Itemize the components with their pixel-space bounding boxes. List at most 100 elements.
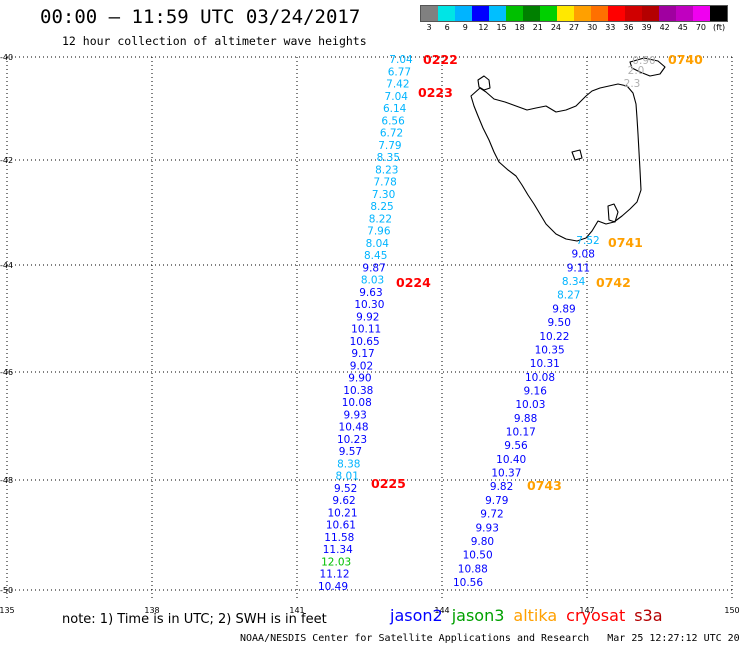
king-island (477, 75, 491, 91)
wave-height-values: 7.046.777.427.046.146.566.727.798.358.23… (318, 54, 656, 593)
tasmania-outline (470, 83, 642, 242)
color-swatch (642, 6, 659, 21)
wave-height-value: 9.62 (332, 495, 355, 507)
wave-height-value: 8.45 (364, 250, 387, 262)
wave-height-value: 10.22 (539, 331, 569, 343)
wave-height-value: 10.23 (337, 434, 367, 446)
wave-height-value: 12.03 (321, 556, 351, 568)
wave-height-value: 9.50 (548, 317, 571, 329)
wave-height-value: 7.78 (373, 177, 396, 189)
pass-time-labels: 0222 0223 0224 0225 0740 0741 0742 0743 (371, 52, 703, 493)
longitude-label: 138 (144, 606, 159, 615)
satellite-legend: jason2 jason3 altika cryosat s3a (390, 606, 672, 625)
wave-height-value: 9.08 (572, 249, 595, 261)
latitude-label: -48 (0, 476, 13, 485)
wave-height-value: 7.04 (389, 54, 413, 66)
wave-height-value: 9.17 (351, 348, 374, 360)
note-text: note: 1) Time is in UTC; 2) SWH is in fe… (62, 612, 327, 627)
wave-height-value: 2.3 (624, 78, 641, 90)
color-swatch (438, 6, 455, 21)
color-scale-swatches (420, 5, 728, 22)
latitude-label: -42 (0, 156, 13, 165)
wave-height-value: 10.03 (515, 399, 545, 411)
color-swatch (676, 6, 693, 21)
legend-item-jason2: jason2 (390, 606, 443, 625)
wave-height-value: 10.50 (463, 550, 493, 562)
longitude-label: 141 (289, 606, 304, 615)
flinders-island (629, 57, 666, 77)
wave-height-value: 6.72 (380, 128, 403, 140)
wave-height-value: 8.01 (336, 471, 359, 483)
pass-time-label: 0740 (668, 52, 703, 67)
wave-height-value: 7.96 (367, 226, 391, 238)
wave-height-value: 9.87 (362, 262, 385, 274)
wave-height-value: 9.16 (524, 385, 548, 397)
wave-height-value: 9.93 (476, 522, 499, 534)
color-scale-label: 18 (514, 23, 525, 32)
color-swatch (421, 6, 438, 21)
wave-height-value: 6.14 (383, 103, 407, 115)
wave-height-value: 11.58 (324, 532, 354, 544)
color-swatch (455, 6, 472, 21)
wave-height-value: 9.56 (504, 440, 528, 452)
wave-height-value: 8.23 (375, 164, 398, 176)
color-scale: 3 6 9 12 15 18 21 24 27 30 33 36 39 42 45 70 (ft) (420, 5, 728, 32)
color-scale-label: 9 (462, 23, 468, 32)
color-swatch (625, 6, 642, 21)
wave-height-value: 9.57 (339, 446, 362, 458)
color-scale-label: 42 (659, 23, 670, 32)
wave-height-value: 7.79 (378, 140, 401, 152)
wave-height-value: 10.49 (318, 581, 348, 593)
color-swatch (608, 6, 625, 21)
color-swatch (506, 6, 523, 21)
wave-height-value: 8.04 (366, 238, 390, 250)
color-scale-label: 70 (695, 23, 707, 32)
wave-height-value: 11.12 (320, 569, 350, 581)
bruny-island (607, 203, 619, 223)
color-scale-label: 24 (550, 23, 562, 32)
wave-height-value: 10.31 (530, 358, 560, 370)
color-swatch (591, 6, 608, 21)
latitude-label: -46 (0, 368, 13, 377)
wave-height-value: 9.02 (350, 360, 373, 372)
pass-time-label: 0742 (596, 275, 631, 290)
wave-height-value: 9.80 (471, 536, 494, 548)
color-scale-label: 33 (605, 23, 616, 32)
color-swatch (557, 6, 574, 21)
color-scale-label: 27 (568, 23, 580, 32)
wave-height-value: 8.38 (337, 458, 360, 470)
wave-height-value: 8.27 (557, 290, 580, 302)
wave-height-value: 9.79 (485, 495, 508, 507)
wave-height-value: 6.56 (381, 115, 405, 127)
map-subtitle: 12 hour collection of altimeter wave hei… (62, 34, 367, 48)
wave-height-value: 8.34 (562, 276, 586, 288)
color-swatch (574, 6, 591, 21)
latitude-label: -44 (0, 261, 13, 270)
wave-height-value: 10.08 (525, 372, 555, 384)
wave-height-value: 10.56 (453, 577, 483, 589)
wave-height-value: 10.65 (350, 336, 380, 348)
wave-height-value: 10.40 (496, 454, 526, 466)
axis-labels: -40 -42 -44 -46 -48 -50 135 138 141 144 147 150 (0, 53, 740, 615)
wave-height-value: 9.90 (348, 373, 371, 385)
color-swatch (489, 6, 506, 21)
pass-time-label: 0741 (608, 235, 643, 250)
wave-height-value: 8.35 (377, 152, 400, 164)
wave-height-value: 7.42 (386, 79, 409, 91)
color-swatch (540, 6, 557, 21)
legend-item-altika: altika (513, 606, 558, 625)
wave-height-value: 8.25 (370, 201, 393, 213)
wave-height-value: 11.34 (323, 544, 353, 556)
latitude-label: -50 (0, 586, 13, 595)
wave-height-value: 9.52 (334, 483, 357, 495)
lake-st-clair (571, 149, 583, 161)
wave-height-value: 10.48 (339, 422, 369, 434)
longitude-label: 150 (724, 606, 739, 615)
color-scale-label: 3 (426, 23, 432, 32)
color-scale-label: 30 (587, 23, 598, 32)
wave-height-value: 10.11 (351, 324, 381, 336)
wave-height-value: 10.17 (506, 427, 536, 439)
footer-credit: NOAA/NESDIS Center for Satellite Applica… (240, 633, 740, 644)
wave-height-value: 10.30 (354, 299, 384, 311)
